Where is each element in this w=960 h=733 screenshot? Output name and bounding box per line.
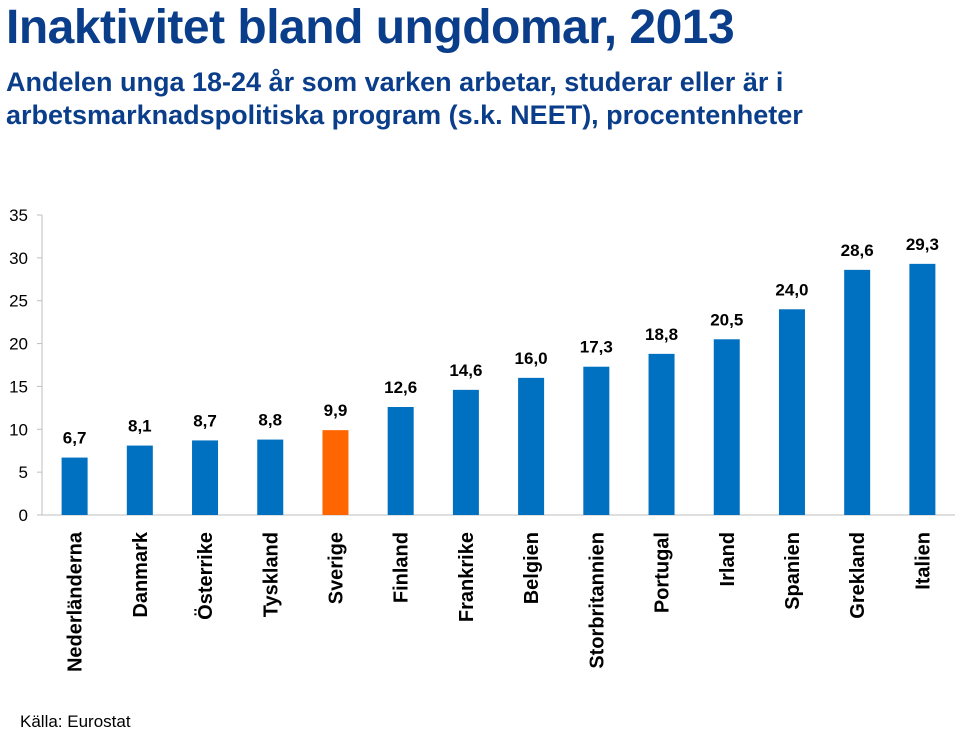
category-label: Nederländerna <box>65 531 87 672</box>
data-label: 8,8 <box>258 411 282 430</box>
data-label: 28,6 <box>841 241 874 260</box>
category-label: Spanien <box>782 532 804 610</box>
category-label: Sverige <box>325 532 347 604</box>
bar-storbritannien <box>583 366 610 515</box>
data-label: 8,7 <box>193 411 217 430</box>
y-tick-label: 30 <box>9 249 28 268</box>
y-tick-label: 20 <box>9 335 28 354</box>
category-label: Frankrike <box>456 532 478 622</box>
chart-title: Inaktivitet bland ungdomar, 2013 <box>6 1 735 54</box>
data-label: 20,5 <box>710 310 743 329</box>
data-label: 9,9 <box>324 401 348 420</box>
category-label: Danmark <box>130 531 152 617</box>
bar-frankrike <box>452 389 479 515</box>
bar-irland <box>713 339 740 515</box>
y-tick-label: 35 <box>9 206 28 225</box>
y-tick-label: 15 <box>9 377 28 396</box>
data-label: 14,6 <box>449 361 482 380</box>
category-label: Portugal <box>652 532 674 613</box>
category-label: Finland <box>391 532 413 603</box>
category-label: Tyskland <box>260 532 282 617</box>
y-tick-label: 0 <box>19 506 28 525</box>
category-label: Grekland <box>847 532 869 619</box>
category-label: Belgien <box>521 532 543 604</box>
bar-italien <box>909 263 936 515</box>
bar-österrike <box>192 440 219 515</box>
bar-sverige <box>322 430 349 515</box>
source-note: Källa: Eurostat <box>20 712 131 731</box>
bar-finland <box>387 407 414 515</box>
bar-grekland <box>844 269 871 515</box>
data-label: 18,8 <box>645 325 678 344</box>
y-tick-label: 10 <box>9 420 28 439</box>
y-tick-label: 5 <box>19 463 28 482</box>
data-label: 17,3 <box>580 338 613 357</box>
data-label: 24,0 <box>775 280 808 299</box>
category-label: Irland <box>717 532 739 586</box>
bar-spanien <box>778 309 805 515</box>
data-label: 16,0 <box>515 349 548 368</box>
bar-tyskland <box>257 439 284 515</box>
data-label: 6,7 <box>63 429 87 448</box>
category-label: Italien <box>912 532 934 590</box>
bar-portugal <box>648 353 675 515</box>
bar-danmark <box>126 445 153 515</box>
data-label: 12,6 <box>384 378 417 397</box>
data-label: 29,3 <box>906 235 939 254</box>
bar-nederländerna <box>61 457 88 515</box>
bar-belgien <box>518 377 545 515</box>
chart-subtitle: Andelen unga 18-24 år som varken arbetar… <box>6 67 803 130</box>
data-label: 8,1 <box>128 417 152 436</box>
category-label: Österrike <box>194 532 217 620</box>
y-tick-label: 25 <box>9 292 28 311</box>
category-label: Storbritannien <box>586 532 608 669</box>
